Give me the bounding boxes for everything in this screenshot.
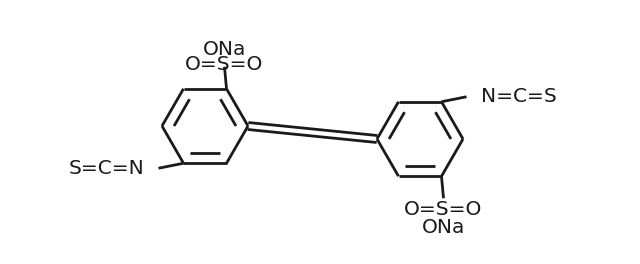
Text: N=C=S: N=C=S (481, 87, 556, 106)
Text: ONa: ONa (203, 40, 246, 59)
Text: ONa: ONa (422, 218, 465, 237)
Text: O=S=O: O=S=O (186, 55, 264, 74)
Text: S=C=N: S=C=N (68, 159, 145, 178)
Text: O=S=O: O=S=O (404, 200, 483, 219)
